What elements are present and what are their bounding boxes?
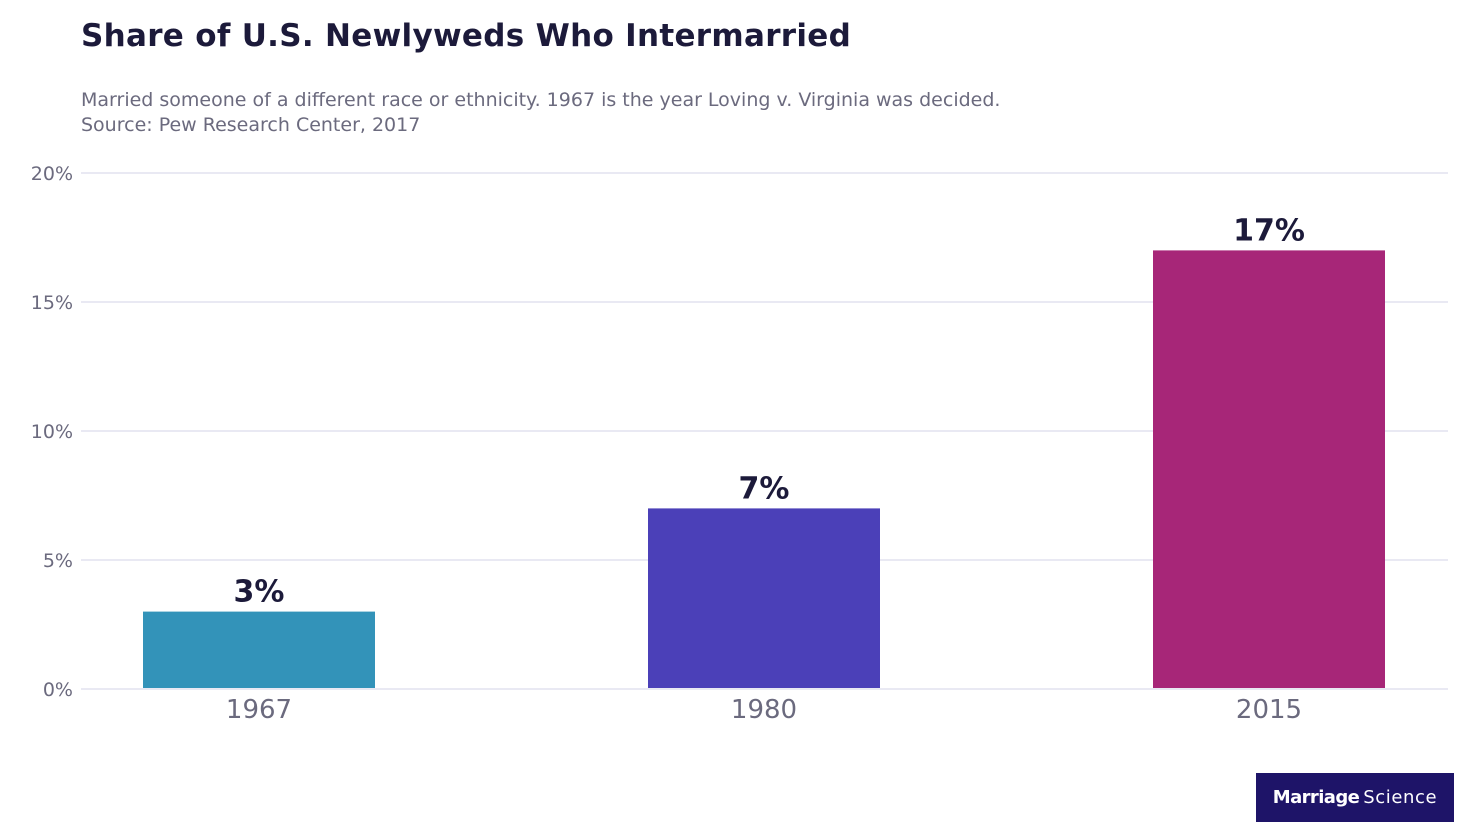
chart-title: Share of U.S. Newlyweds Who Intermarried [81,18,852,54]
x-tick-label: 1967 [226,695,292,725]
logo-regular-text: Science [1363,787,1438,808]
bar [1153,250,1385,688]
source-line: Source: Pew Research Center, 2017 [81,114,421,136]
bar-value-label: 7% [739,471,790,506]
subtitle-line: Married someone of a different race or e… [81,89,1001,111]
bar-value-label: 3% [234,575,285,610]
bar-value-label: 17% [1233,213,1305,248]
x-tick-label: 2015 [1236,695,1302,725]
bar [648,508,880,688]
x-tick-label: 1980 [731,695,797,725]
y-tick-label: 15% [31,292,73,314]
y-tick-label: 0% [43,679,73,701]
logo-bold-text: Marriage [1272,787,1360,808]
chart-subtitle: Married someone of a different race or e… [81,88,1000,138]
y-tick-label: 20% [31,163,73,185]
marriage-science-logo: Marriage Science [1256,773,1454,822]
bar [143,611,375,688]
bar-chart: 0% 5% 10% 15% 20% 3% 1967 7% 1980 17% 2015 [31,163,1448,725]
y-tick-label: 5% [43,550,73,572]
y-tick-label: 10% [31,421,73,443]
